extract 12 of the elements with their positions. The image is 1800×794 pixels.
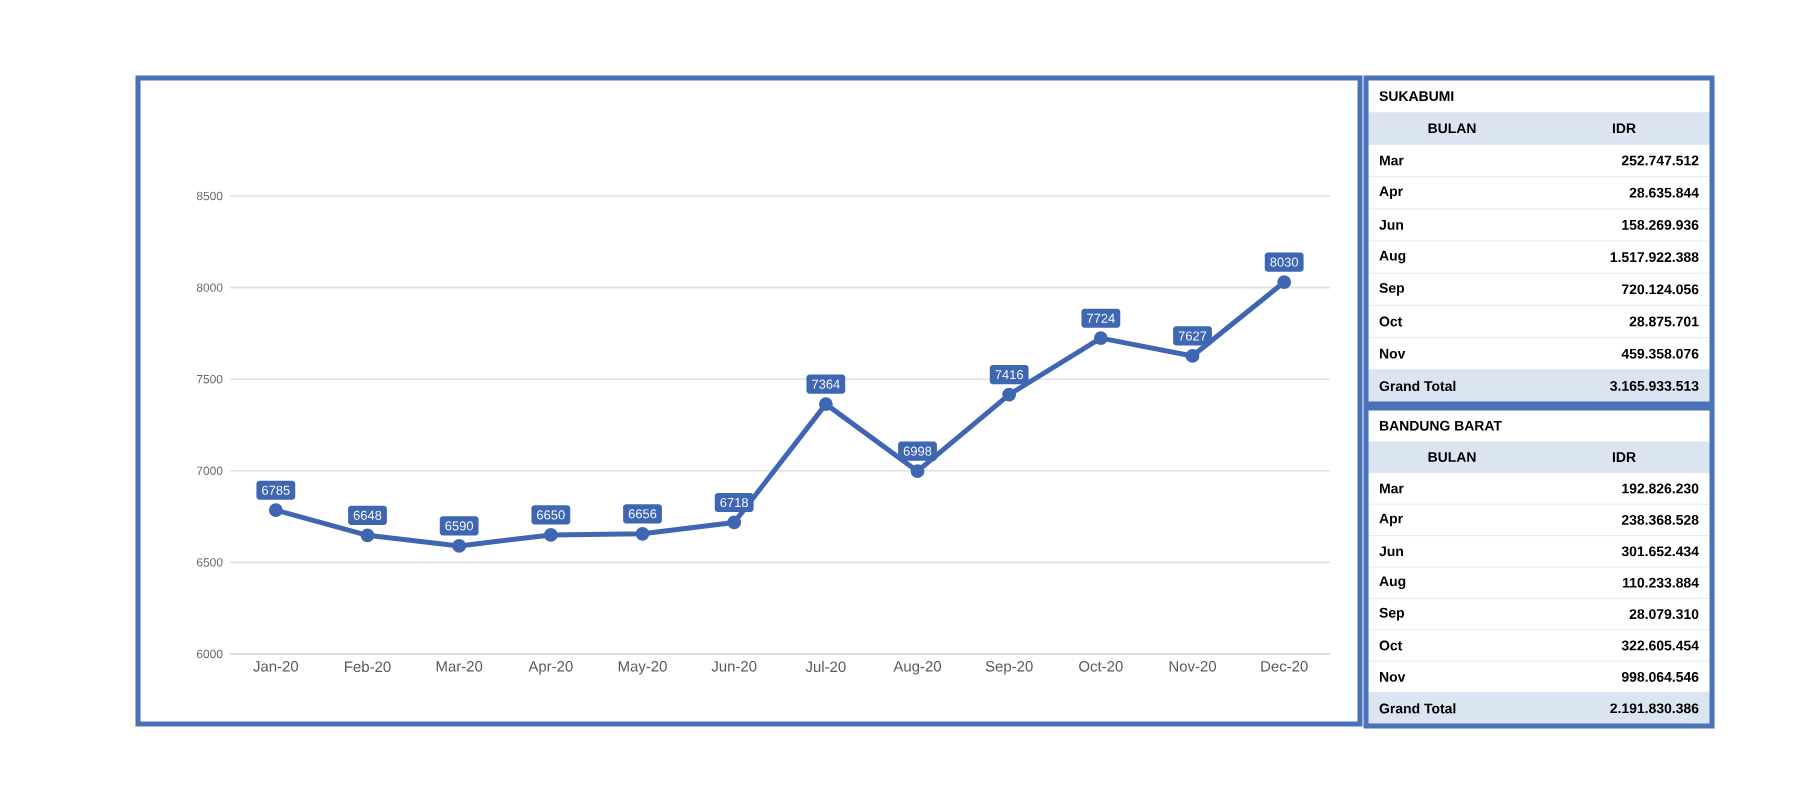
point — [910, 464, 925, 479]
point — [635, 526, 650, 541]
point — [360, 528, 375, 543]
point — [1277, 275, 1292, 290]
point — [268, 503, 283, 518]
point — [452, 539, 467, 553]
point — [543, 528, 558, 542]
point — [818, 397, 833, 412]
point — [1093, 331, 1108, 346]
point — [1185, 349, 1200, 363]
point — [727, 515, 742, 530]
point — [1002, 387, 1017, 402]
